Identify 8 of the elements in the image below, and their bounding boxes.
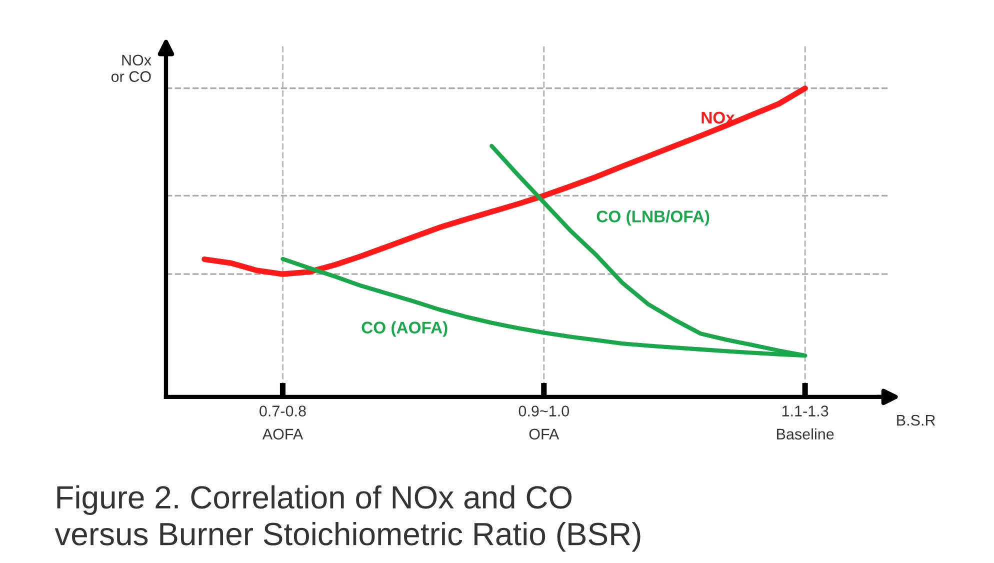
x-tick-label: 1.1-1.3 Baseline [777, 406, 834, 440]
x-tick-label: 0.9~1.0 OFA [518, 406, 570, 440]
series-label: CO (LNB/OFA) [596, 210, 710, 226]
series-label: CO (AOFA) [362, 321, 448, 337]
x-axis-title: B.S.R [897, 414, 936, 426]
x-tick-label: 0.7-0.8 AOFA [260, 406, 306, 440]
y-axis-title: NOx or CO [111, 54, 152, 82]
text: Figure 2. Correlation of NOx and CO versus Burner Stoichiometric Ratio (BSR) [54, 485, 640, 552]
